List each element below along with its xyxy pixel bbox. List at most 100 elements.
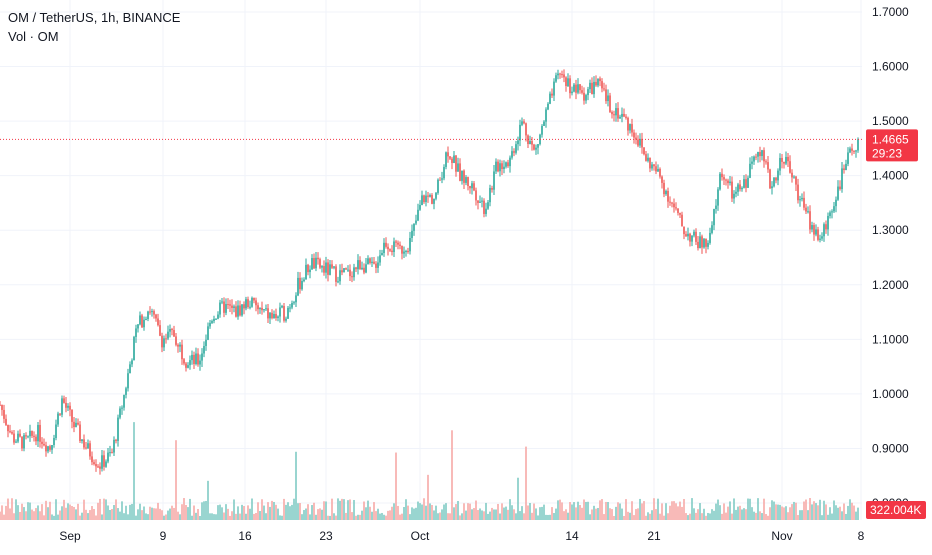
candle-body — [693, 231, 695, 236]
candle-body — [815, 229, 817, 235]
candle-body — [607, 95, 609, 102]
candle-body — [553, 81, 555, 96]
candle-body — [125, 388, 127, 395]
candle-body — [559, 73, 561, 75]
price-tick-label: 1.6000 — [872, 60, 909, 74]
candle-body — [231, 305, 233, 308]
candle-body — [853, 150, 855, 152]
candle-body — [161, 335, 163, 348]
candle-body — [117, 417, 119, 441]
volume-bar — [343, 499, 345, 520]
candle-body — [97, 466, 99, 468]
volume-bar — [5, 505, 7, 520]
candle-body — [281, 306, 283, 308]
volume-bar — [205, 500, 207, 520]
volume-bar — [317, 509, 319, 520]
candle-body — [101, 455, 103, 469]
volume-bar — [49, 501, 51, 520]
candle-body — [239, 305, 241, 316]
volume-bar — [421, 504, 423, 520]
volume-bar — [707, 512, 709, 520]
volume-bar — [17, 505, 19, 520]
volume-bar — [717, 499, 719, 520]
candle-body — [829, 212, 831, 216]
candle-body — [7, 424, 9, 432]
volume-bar — [647, 512, 649, 520]
candle-body — [397, 242, 399, 245]
candle-body — [311, 258, 313, 270]
candle-body — [843, 168, 845, 171]
candle-body — [749, 163, 751, 178]
price-axis[interactable]: 1.7000 1.6000 1.5000 1.4000 1.3000 1.2000 1.10… — [872, 5, 909, 510]
volume-bar — [155, 508, 157, 520]
volume-bar — [513, 509, 515, 520]
volume-bar — [125, 505, 127, 520]
volume-bar — [399, 514, 401, 520]
candle-body — [707, 242, 709, 247]
candle-body — [727, 180, 729, 184]
candle-body — [315, 257, 317, 269]
candle-body — [47, 446, 49, 452]
candle-body — [583, 92, 585, 101]
volume-bar — [451, 430, 453, 520]
volume-bar — [587, 501, 589, 520]
candle-body — [149, 311, 151, 313]
volume-bar — [547, 514, 549, 520]
candle-body — [141, 315, 143, 328]
volume-bar — [135, 515, 137, 520]
volume-bar — [821, 515, 823, 520]
candle-body — [87, 443, 89, 449]
price-tick-label: 1.2000 — [872, 278, 909, 292]
candle-body — [189, 360, 191, 366]
candle-body — [183, 359, 185, 364]
candle-body — [303, 279, 305, 281]
candle-body — [371, 261, 373, 263]
candle-body — [143, 319, 145, 328]
volume-bar — [69, 504, 71, 520]
candle-body — [293, 302, 295, 304]
volume-bar — [455, 504, 457, 520]
candle-body — [805, 207, 807, 212]
candle-body — [415, 220, 417, 224]
volume-bar — [673, 501, 675, 520]
candle-body — [219, 302, 221, 315]
volume-bar — [449, 513, 451, 520]
last-volume-tag: 322.004K — [866, 501, 926, 519]
volume-bar — [683, 498, 685, 520]
volume-bar — [837, 507, 839, 520]
candle-body — [545, 109, 547, 122]
volume-bar — [341, 498, 343, 520]
volume-legend[interactable]: Vol · OM — [8, 29, 59, 44]
candle-body — [157, 318, 159, 326]
candle-body — [811, 225, 813, 230]
last-volume-tag-bg — [866, 501, 926, 519]
volume-bar — [13, 513, 15, 520]
candle-body — [185, 363, 187, 368]
volume-bar — [767, 515, 769, 520]
candle-body — [735, 191, 737, 194]
volume-bar — [641, 503, 643, 520]
candle-body — [131, 360, 133, 365]
candle-body — [365, 264, 367, 273]
candle-body — [523, 121, 525, 124]
volume-bar — [417, 501, 419, 520]
candle-body — [127, 373, 129, 389]
time-axis[interactable]: Sep 9 16 23 Oct 14 21 Nov 8 — [59, 529, 864, 543]
candle-body — [513, 151, 515, 153]
volume-bar — [39, 511, 41, 520]
candle-body — [409, 237, 411, 252]
volume-bar — [483, 511, 485, 520]
volume-bar — [289, 506, 291, 520]
volume-bar — [463, 503, 465, 520]
volume-bar — [741, 509, 743, 520]
candle-body — [715, 205, 717, 210]
volume-bar — [157, 502, 159, 520]
volume-bar — [625, 499, 627, 520]
volume-bar — [731, 513, 733, 520]
candle-body — [369, 258, 371, 263]
volume-bar — [543, 504, 545, 520]
volume-bar — [853, 505, 855, 520]
symbol-title[interactable]: OM / TetherUS, 1h, BINANCE — [8, 10, 181, 25]
